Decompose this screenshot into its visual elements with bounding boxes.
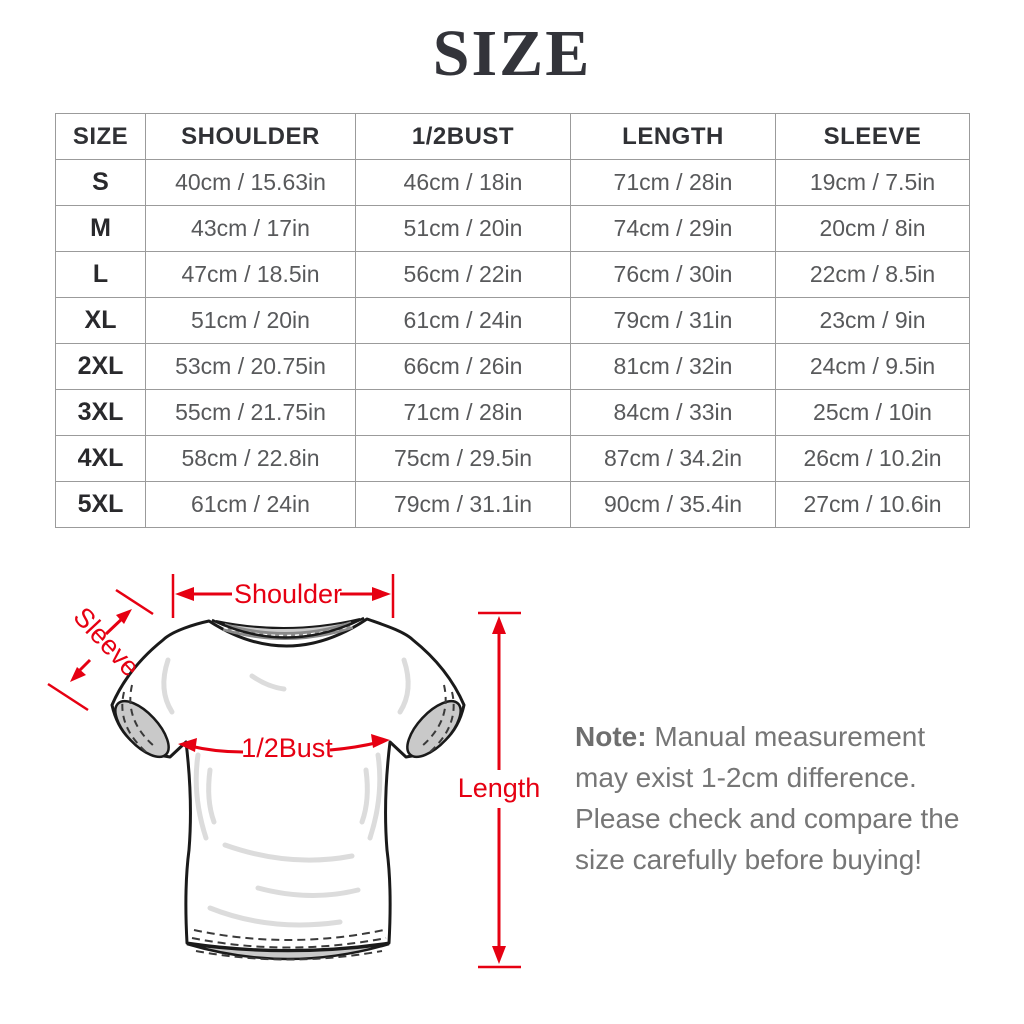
col-header-length: LENGTH [570, 113, 776, 160]
table-row: M 43cm / 17in 51cm / 20in 74cm / 29in 20… [55, 205, 970, 252]
table-row: L 47cm / 18.5in 56cm / 22in 76cm / 30in … [55, 251, 970, 298]
length-cell: 87cm / 34.2in [570, 435, 776, 482]
note-label: Note: [575, 721, 647, 752]
sleeve-cell: 26cm / 10.2in [775, 435, 970, 482]
table-row: 5XL 61cm / 24in 79cm / 31.1in 90cm / 35.… [55, 481, 970, 528]
length-arrow [478, 611, 521, 969]
bust-cell: 71cm / 28in [355, 389, 571, 436]
bust-dimension-label: 1/2Bust [241, 733, 333, 763]
col-header-sleeve: SLEEVE [775, 113, 970, 160]
bust-cell: 79cm / 31.1in [355, 481, 571, 528]
shoulder-cell: 51cm / 20in [145, 297, 356, 344]
table-row: 4XL 58cm / 22.8in 75cm / 29.5in 87cm / 3… [55, 435, 970, 482]
wrinkle-shading [161, 657, 411, 928]
col-header-size: SIZE [55, 113, 146, 160]
table-row: 2XL 53cm / 20.75in 66cm / 26in 81cm / 32… [55, 343, 970, 390]
sleeve-cell: 24cm / 9.5in [775, 343, 970, 390]
table-row: XL 51cm / 20in 61cm / 24in 79cm / 31in 2… [55, 297, 970, 344]
size-cell: 2XL [55, 343, 146, 390]
size-cell: M [55, 205, 146, 252]
shoulder-cell: 47cm / 18.5in [145, 251, 356, 298]
length-cell: 74cm / 29in [570, 205, 776, 252]
size-cell: S [55, 159, 146, 206]
size-cell: 3XL [55, 389, 146, 436]
shoulder-cell: 58cm / 22.8in [145, 435, 356, 482]
hem-stitching [191, 929, 387, 961]
length-dimension-label: Length [458, 773, 541, 803]
table-header-row: SIZE SHOULDER 1/2BUST LENGTH SLEEVE [55, 113, 970, 160]
note-text: Manual measurement may exist 1-2cm diffe… [575, 721, 960, 875]
table-row: S 40cm / 15.63in 46cm / 18in 71cm / 28in… [55, 159, 970, 206]
sleeve-cell: 20cm / 8in [775, 205, 970, 252]
sleeve-cell: 25cm / 10in [775, 389, 970, 436]
tshirt-illustration [110, 616, 466, 961]
shoulder-cell: 43cm / 17in [145, 205, 356, 252]
size-cell: L [55, 251, 146, 298]
bust-cell: 51cm / 20in [355, 205, 571, 252]
bust-arrow [178, 734, 390, 754]
shoulder-cell: 40cm / 15.63in [145, 159, 356, 206]
cuff-stitching [121, 684, 455, 753]
sleeve-cell: 22cm / 8.5in [775, 251, 970, 298]
size-cell: XL [55, 297, 146, 344]
shoulder-dimension-label: Shoulder [234, 579, 342, 609]
bust-cell: 75cm / 29.5in [355, 435, 571, 482]
shoulder-arrow [171, 574, 395, 618]
bust-cell: 56cm / 22in [355, 251, 571, 298]
table-row: 3XL 55cm / 21.75in 71cm / 28in 84cm / 33… [55, 389, 970, 436]
measurement-note: Note: Manual measurement may exist 1-2cm… [575, 716, 977, 880]
sleeve-cell: 23cm / 9in [775, 297, 970, 344]
sleeve-cell: 19cm / 7.5in [775, 159, 970, 206]
page-title: SIZE [432, 17, 592, 90]
bust-cell: 46cm / 18in [355, 159, 571, 206]
length-cell: 84cm / 33in [570, 389, 776, 436]
shoulder-cell: 61cm / 24in [145, 481, 356, 528]
col-header-bust: 1/2BUST [355, 113, 571, 160]
bust-cell: 61cm / 24in [355, 297, 571, 344]
size-table: SIZE SHOULDER 1/2BUST LENGTH SLEEVE S 40… [55, 113, 970, 528]
sleeve-cell: 27cm / 10.6in [775, 481, 970, 528]
length-cell: 90cm / 35.4in [570, 481, 776, 528]
shoulder-cell: 53cm / 20.75in [145, 343, 356, 390]
sleeve-arrow [47, 588, 154, 712]
size-cell: 5XL [55, 481, 146, 528]
